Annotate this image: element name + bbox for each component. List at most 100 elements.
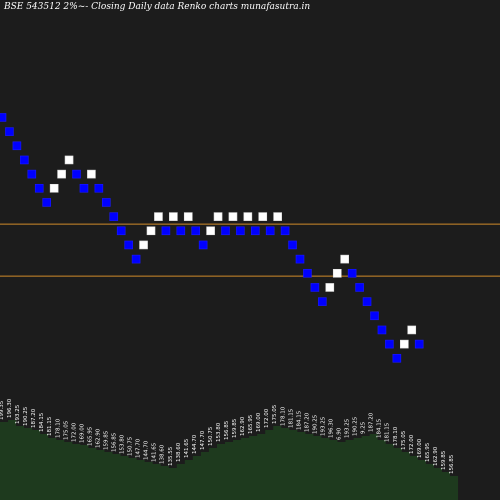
brick-29 bbox=[213, 212, 223, 221]
volume-label-45: 9.25 bbox=[361, 421, 367, 434]
brick-26 bbox=[191, 226, 200, 236]
volume-label-51: 172.00 bbox=[409, 434, 415, 454]
volume-label-48: 181.15 bbox=[385, 422, 391, 442]
volume-label-53: 165.95 bbox=[425, 442, 431, 462]
volume-label-41: 196.30 bbox=[328, 418, 334, 438]
brick-27 bbox=[198, 240, 208, 250]
volume-label-15: 153.80 bbox=[120, 434, 126, 454]
brick-18 bbox=[131, 254, 141, 264]
brick-53 bbox=[392, 353, 402, 363]
volume-fill bbox=[0, 420, 459, 500]
brick-35 bbox=[258, 212, 268, 221]
volume-label-52: 169.00 bbox=[417, 438, 423, 458]
brick-49 bbox=[362, 297, 372, 306]
volume-label-38: 187.20 bbox=[304, 412, 310, 432]
brick-33 bbox=[243, 212, 253, 221]
volume-label-24: 144.70 bbox=[192, 434, 198, 454]
brick-14 bbox=[102, 198, 111, 207]
volume-label-27: 153.80 bbox=[216, 422, 222, 442]
brick-44 bbox=[325, 283, 335, 292]
brick-4 bbox=[27, 169, 37, 179]
volume-label-17: 147.70 bbox=[136, 438, 142, 458]
volume-label-43: 193.25 bbox=[345, 418, 351, 438]
renko-bricks bbox=[0, 113, 424, 363]
brick-23 bbox=[169, 212, 178, 221]
horizontal-lines bbox=[0, 223, 500, 277]
volume-label-29: 159.85 bbox=[232, 418, 238, 438]
volume-label-14: 156.85 bbox=[112, 432, 118, 452]
brick-34 bbox=[251, 226, 260, 236]
volume-label-1: 196.30 bbox=[7, 398, 13, 418]
volume-label-49: 178.10 bbox=[393, 426, 399, 446]
volume-label-12: 162.90 bbox=[95, 428, 101, 448]
volume-label-5: 184.15 bbox=[39, 412, 45, 432]
volume-label-44: 190.25 bbox=[353, 416, 359, 436]
volume-label-40: 193.25 bbox=[320, 416, 326, 436]
brick-42 bbox=[310, 283, 320, 292]
volume-label-35: 178.10 bbox=[280, 406, 286, 426]
volume-label-50: 175.05 bbox=[401, 430, 407, 450]
brick-38 bbox=[280, 226, 290, 236]
volume-label-19: 141.65 bbox=[152, 442, 158, 462]
brick-17 bbox=[124, 240, 133, 250]
volume-label-39: 190.25 bbox=[312, 414, 318, 434]
volume-label-34: 175.05 bbox=[272, 404, 278, 424]
brick-5 bbox=[34, 183, 44, 193]
volume-label-55: 159.85 bbox=[441, 450, 447, 470]
brick-37 bbox=[273, 212, 282, 221]
brick-20 bbox=[146, 226, 156, 236]
brick-11 bbox=[79, 183, 89, 193]
brick-50 bbox=[370, 311, 379, 321]
volume-label-22: 138.60 bbox=[176, 442, 182, 462]
volume-label-3: 190.25 bbox=[23, 406, 29, 426]
brick-52 bbox=[385, 339, 394, 349]
brick-15 bbox=[109, 212, 119, 221]
brick-32 bbox=[236, 226, 245, 236]
volume-label-25: 147.70 bbox=[200, 430, 206, 450]
brick-1 bbox=[5, 127, 14, 136]
brick-40 bbox=[295, 254, 305, 264]
volume-label-10: 169.00 bbox=[79, 423, 85, 443]
brick-36 bbox=[265, 226, 275, 236]
volume-label-26: 150.75 bbox=[208, 426, 214, 446]
volume-label-16: 150.75 bbox=[128, 436, 134, 456]
volume-label-6: 181.15 bbox=[47, 416, 53, 436]
brick-3 bbox=[20, 155, 29, 165]
volume-label-31: 165.95 bbox=[248, 414, 254, 434]
brick-25 bbox=[183, 212, 193, 221]
volume-label-21: 135.55 bbox=[168, 446, 174, 466]
brick-48 bbox=[355, 283, 364, 292]
brick-43 bbox=[318, 297, 327, 306]
brick-46 bbox=[340, 254, 350, 264]
volume-label-8: 175.05 bbox=[63, 420, 69, 440]
brick-31 bbox=[228, 212, 238, 221]
brick-16 bbox=[116, 226, 126, 236]
brick-13 bbox=[94, 183, 104, 193]
volume-label-56: 156.85 bbox=[449, 454, 455, 474]
brick-47 bbox=[347, 268, 357, 278]
volume-label-42: 6.90 bbox=[337, 427, 343, 440]
volume-area bbox=[0, 420, 459, 500]
volume-label-33: 172.00 bbox=[264, 408, 270, 428]
volume-labels: 199.35 196.30 193.25 190.25 187.20 184.15 181.… bbox=[0, 398, 455, 474]
brick-51 bbox=[377, 325, 387, 335]
volume-label-18: 144.70 bbox=[144, 440, 150, 460]
volume-label-28: 156.85 bbox=[224, 420, 230, 440]
brick-9 bbox=[64, 155, 74, 165]
brick-41 bbox=[303, 268, 312, 278]
brick-12 bbox=[87, 169, 96, 179]
brick-54 bbox=[399, 339, 409, 349]
volume-label-0: 199.35 bbox=[0, 400, 5, 420]
brick-24 bbox=[176, 226, 186, 236]
volume-label-32: 169.00 bbox=[256, 412, 262, 432]
volume-label-23: 141.65 bbox=[184, 438, 190, 458]
volume-label-54: 162.90 bbox=[433, 446, 439, 466]
brick-30 bbox=[221, 226, 230, 236]
volume-label-30: 162.90 bbox=[240, 416, 246, 436]
volume-label-37: 184.15 bbox=[296, 410, 302, 430]
volume-label-13: 159.85 bbox=[103, 430, 109, 450]
volume-label-47: 184.15 bbox=[377, 418, 383, 438]
chart-title: BSE 543512 2%~- Closing Daily data Renko… bbox=[4, 2, 311, 12]
brick-21 bbox=[154, 212, 163, 221]
